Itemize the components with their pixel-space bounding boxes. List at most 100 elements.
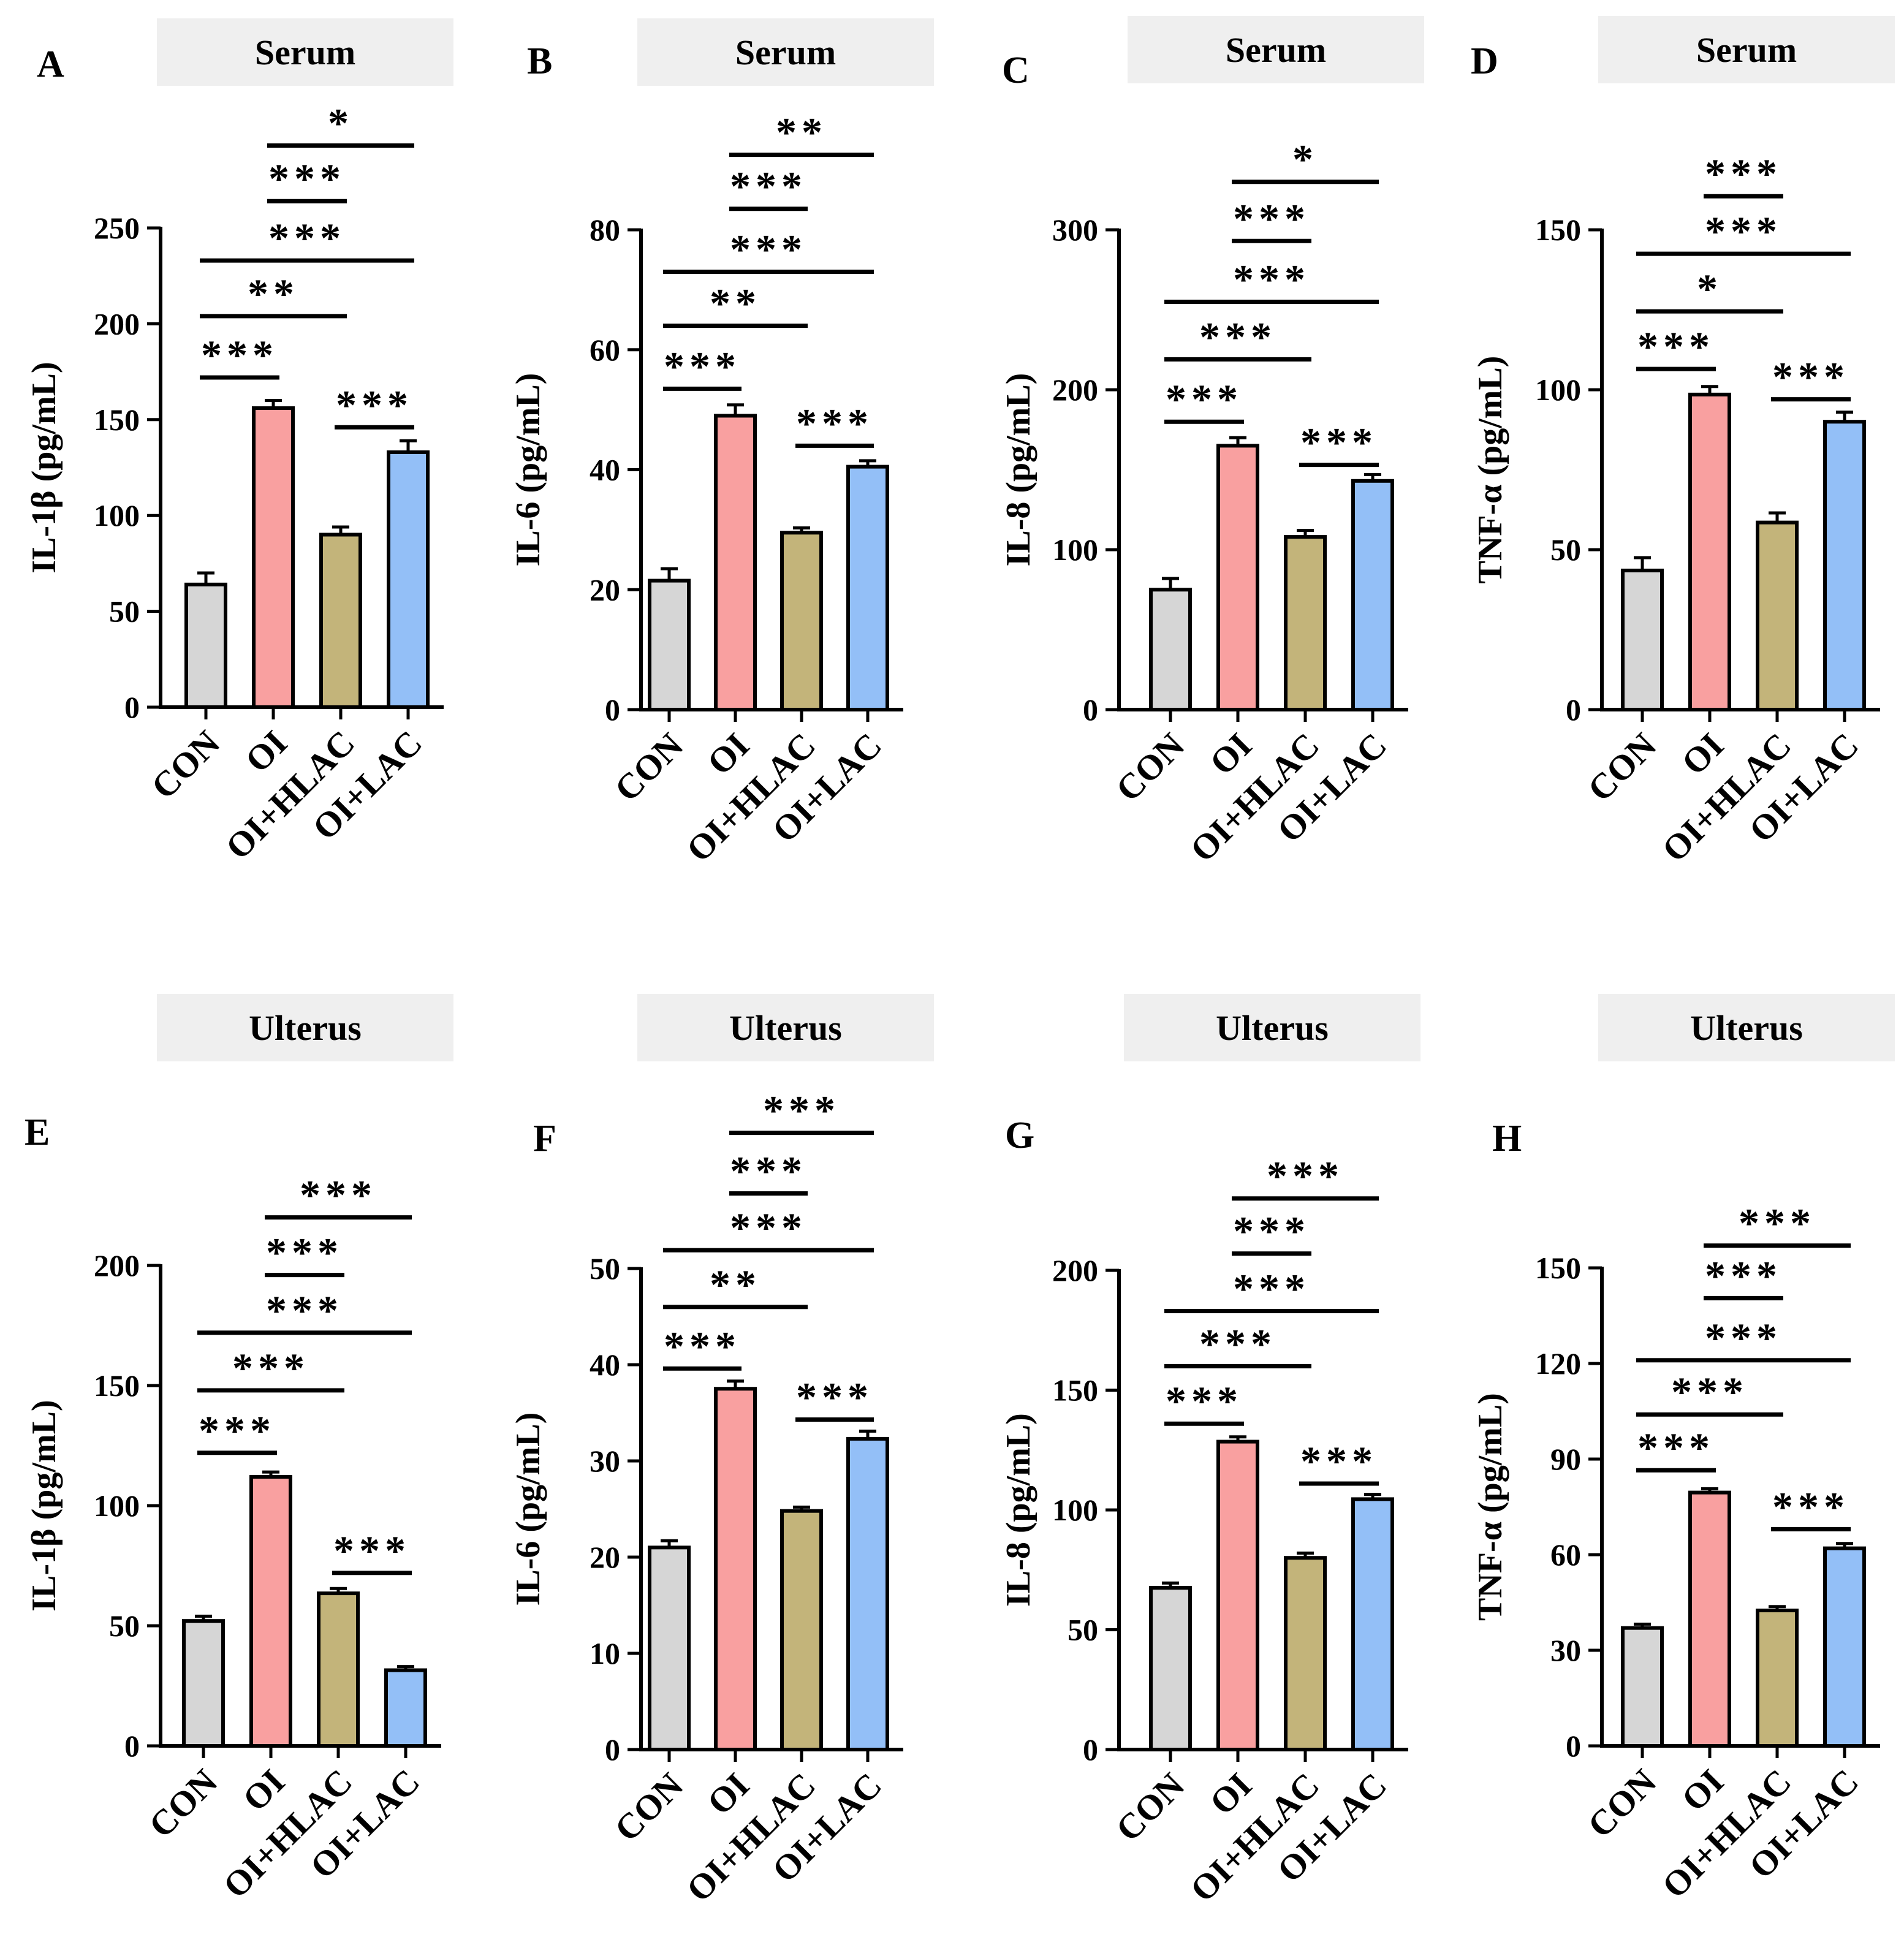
panel-header: Ulterus [1216, 1008, 1329, 1048]
y-axis-title: IL-6 (pg/mL) [509, 1413, 547, 1606]
bar-oi-lac [1351, 479, 1394, 712]
significance-label: ** [710, 280, 761, 327]
significance-label: *** [232, 1344, 309, 1391]
significance-label: *** [730, 1148, 807, 1194]
y-tick-label: 20 [590, 572, 620, 607]
bar-con [1149, 1586, 1192, 1751]
x-tick-label: CON [607, 725, 691, 809]
x-tick-label: CON [1580, 725, 1664, 809]
significance-label: *** [1705, 208, 1782, 254]
significance-label: *** [664, 343, 741, 389]
bar-con [1621, 568, 1664, 711]
bar-oi-hlac [317, 1591, 360, 1748]
significance-label: *** [266, 1229, 343, 1276]
y-axis-title: TNF-α (pg/mL) [1471, 1393, 1509, 1621]
bar-oi [252, 406, 295, 709]
y-tick-label: 0 [124, 690, 140, 724]
y-tick-label: 300 [1052, 213, 1098, 247]
panel-header-box [157, 18, 453, 86]
x-tick-label: CON [141, 1761, 225, 1845]
significance-label: *** [333, 1527, 411, 1574]
x-tick-label: CON [143, 722, 227, 806]
significance-label: * [1292, 136, 1318, 183]
y-axis-title: IL-1β (pg/mL) [25, 1400, 63, 1611]
y-axis-title: IL-6 (pg/mL) [509, 373, 547, 567]
bar-oi-hlac [1756, 1609, 1799, 1748]
y-tick-label: 200 [94, 1248, 140, 1283]
bar-oi-lac [384, 1668, 427, 1748]
y-tick-label: 120 [1535, 1346, 1581, 1381]
significance-label: *** [730, 1204, 807, 1251]
y-axis-title: IL-8 (pg/mL) [999, 373, 1037, 567]
panel-letter: E [25, 1112, 50, 1153]
significance-label: *** [1300, 419, 1378, 466]
panel-header-box [1128, 16, 1424, 83]
bar-con [648, 578, 691, 711]
significance-label: *** [1705, 150, 1782, 197]
y-tick-label: 100 [1535, 373, 1581, 407]
bar-con [182, 1619, 225, 1748]
significance-label: *** [268, 214, 346, 261]
significance-label: *** [1739, 1200, 1816, 1246]
significance-label: *** [1637, 323, 1715, 370]
panel-header: Ulterus [1690, 1008, 1803, 1048]
y-tick-label: 200 [1052, 373, 1098, 407]
bar-oi-hlac [1756, 520, 1799, 711]
y-tick-label: 40 [590, 453, 620, 487]
significance-label: ** [710, 1261, 761, 1308]
bar-oi-lac [1351, 1497, 1394, 1752]
x-tick-label: CON [1108, 725, 1192, 809]
y-tick-label: 20 [590, 1540, 620, 1574]
bar-oi-hlac [780, 531, 823, 711]
panel-letter: A [37, 44, 64, 85]
panel-header-box [637, 994, 934, 1061]
y-tick-label: 0 [1566, 1729, 1581, 1763]
significance-label: *** [336, 381, 413, 428]
bar-oi-hlac [780, 1509, 823, 1751]
bar-oi [714, 414, 757, 711]
significance-label: *** [1233, 1208, 1310, 1254]
significance-label: *** [1705, 1314, 1782, 1361]
panel-header-box [1124, 994, 1420, 1061]
panel-header: Ulterus [729, 1008, 842, 1048]
panel-header-box [157, 994, 453, 1061]
bar-oi [1216, 444, 1259, 711]
y-tick-label: 0 [605, 1732, 620, 1767]
significance-label: *** [266, 1287, 343, 1333]
bar-oi-hlac [1284, 535, 1327, 711]
significance-label: * [1697, 265, 1723, 312]
y-tick-label: 50 [109, 594, 140, 629]
y-tick-label: 150 [1052, 1373, 1098, 1408]
y-tick-label: 100 [94, 1488, 140, 1523]
panel-letter: F [533, 1118, 556, 1159]
bar-oi-hlac [1284, 1556, 1327, 1751]
y-tick-label: 50 [1068, 1613, 1098, 1647]
x-tick-label: CON [607, 1765, 691, 1849]
significance-label: *** [1199, 1320, 1276, 1367]
bar-oi [1216, 1439, 1259, 1751]
panel-header: Serum [1696, 30, 1797, 70]
y-axis-title: TNF-α (pg/mL) [1471, 356, 1509, 584]
y-tick-label: 60 [1550, 1538, 1581, 1572]
y-axis-title: IL-1β (pg/mL) [25, 362, 63, 573]
significance-label: ** [776, 109, 827, 156]
significance-label: *** [1166, 1378, 1243, 1424]
y-tick-label: 50 [590, 1251, 620, 1286]
bar-con [184, 582, 227, 709]
panel-letter: B [527, 40, 552, 82]
significance-label: ** [248, 270, 299, 317]
significance-label: * [328, 99, 354, 146]
y-tick-label: 0 [605, 692, 620, 727]
significance-label: *** [1671, 1368, 1748, 1415]
y-tick-label: 50 [1550, 533, 1581, 567]
significance-label: *** [763, 1087, 840, 1134]
y-tick-label: 80 [590, 213, 620, 247]
